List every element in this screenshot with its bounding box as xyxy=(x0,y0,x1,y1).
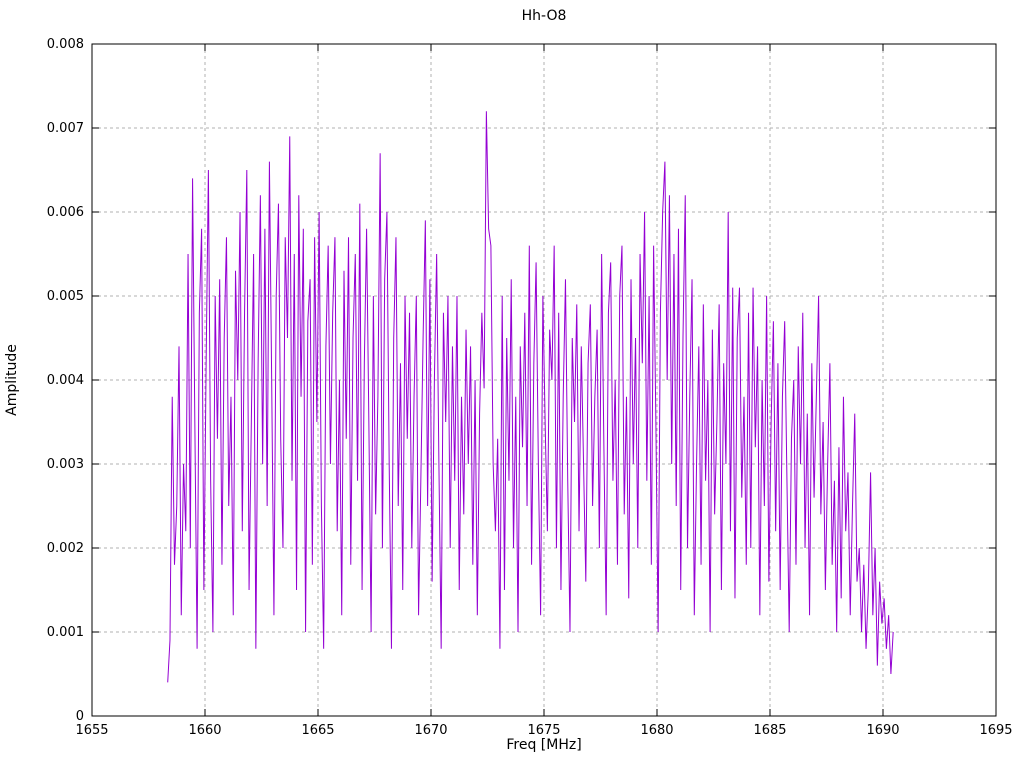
y-tick-label: 0.005 xyxy=(47,289,84,304)
y-tick-label: 0.006 xyxy=(47,205,84,220)
y-axis-label-text: Amplitude xyxy=(4,344,20,416)
y-tick-label: 0.008 xyxy=(47,37,84,52)
y-tick-label: 0 xyxy=(76,709,84,724)
plot-border-box xyxy=(91,43,997,717)
x-tick-label: 1680 xyxy=(640,723,673,738)
x-tick-label: 1695 xyxy=(979,723,1012,738)
y-tick-label: 0.001 xyxy=(47,625,84,640)
x-tick-label: 1670 xyxy=(414,723,447,738)
data-series-layer xyxy=(167,111,894,683)
chart-title: Hh-O8 xyxy=(521,8,567,24)
x-tick-label: 1685 xyxy=(753,723,786,738)
y-tick-label: 0.007 xyxy=(47,121,84,136)
x-tick-label: 1655 xyxy=(75,723,108,738)
x-tick-label: 1675 xyxy=(527,723,560,738)
y-tick-label: 0.004 xyxy=(47,373,84,388)
x-tick-label: 1665 xyxy=(301,723,334,738)
x-tick-label: 1690 xyxy=(866,723,899,738)
series-amplitude-spectrum xyxy=(167,111,894,683)
x-tick-label: 1660 xyxy=(188,723,221,738)
y-tick-label: 0.002 xyxy=(47,541,84,556)
x-axis-label: Freq [MHz] xyxy=(506,737,582,753)
y-tick-label: 0.003 xyxy=(47,457,84,472)
y-axis-label: Amplitude xyxy=(0,44,24,716)
plot-border xyxy=(91,43,997,717)
tick-labels: 1655 1660 1665 1670 1675 1680 1685 1690 1695 0 0.0… xyxy=(47,37,1013,738)
